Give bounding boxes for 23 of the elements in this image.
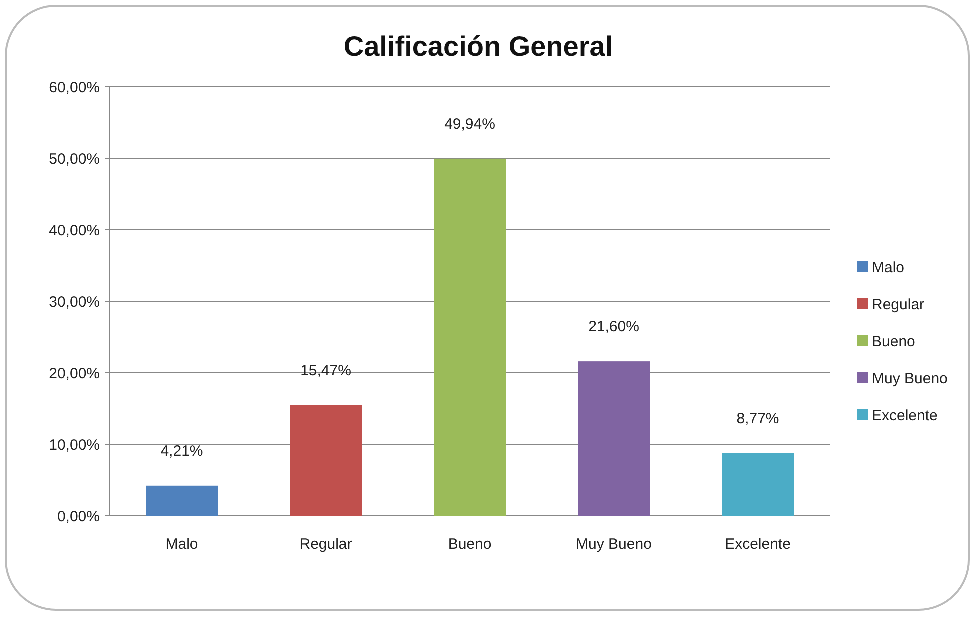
y-tick-label: 0,00% [57,508,100,526]
y-tick-label: 30,00% [49,294,100,311]
x-tick-label: Muy Bueno [576,536,652,553]
data-label: 15,47% [300,362,352,380]
x-tick-label: Excelente [725,536,791,553]
legend-label: Bueno [872,333,916,350]
data-label: 8,77% [736,410,780,428]
y-tick-label: 60,00% [49,79,100,96]
y-tick-label: 10,00% [49,436,100,454]
data-label: 21,60% [588,318,640,336]
chart-title: Calificación General [344,31,614,62]
y-tick-label: 20,00% [49,365,100,382]
legend-label: Excelente [872,407,938,424]
x-tick-label: Bueno [448,536,492,553]
data-label: 49,94% [444,116,496,133]
y-tick-label: 40,00% [49,222,100,240]
legend-label: Muy Bueno [872,370,948,388]
legend-label: Malo [872,259,905,276]
legend-label: Regular [872,296,925,314]
data-label: 4,21% [160,442,204,460]
x-tick-label: Malo [166,536,198,553]
y-tick-label: 50,00% [49,150,100,168]
x-tick-label: Regular [300,536,352,553]
